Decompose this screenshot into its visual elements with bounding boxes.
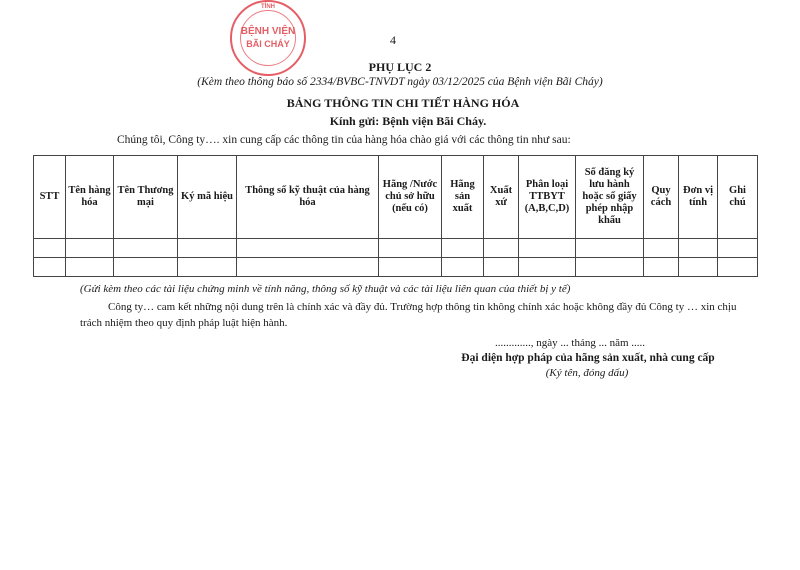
- table-cell: [65, 238, 114, 258]
- table-cell: [717, 257, 758, 277]
- page-number: 4: [390, 33, 396, 47]
- table-cell: [518, 257, 576, 277]
- header-ghi-chu: Ghi chú: [717, 155, 758, 239]
- table-cell: [33, 238, 66, 258]
- table-cell: [236, 257, 379, 277]
- header-ten-thuong-mai: Tên Thương mại: [113, 155, 178, 239]
- table-cell: [643, 257, 679, 277]
- header-stt: STT: [33, 155, 66, 239]
- goods-info-table: STT Tên hàng hóa Tên Thương mại Ký mã hi…: [33, 155, 758, 277]
- header-thong-so: Thông số kỹ thuật của hàng hóa: [236, 155, 379, 239]
- signature-note: (Ký tên, đóng dấu): [545, 367, 629, 379]
- header-hang-san-xuat: Hãng sản xuất: [441, 155, 484, 239]
- header-don-vi-tinh: Đơn vị tính: [678, 155, 718, 239]
- table-cell: [378, 257, 442, 277]
- table-cell: [113, 238, 178, 258]
- stamp-top-text: TỈNH: [261, 4, 275, 10]
- table-cell: [575, 238, 644, 258]
- header-so-dang-ky: Số đăng ký lưu hành hoặc số giấy phép nh…: [575, 155, 644, 239]
- header-ky-ma-hieu: Ký mã hiệu: [177, 155, 237, 239]
- table-cell: [33, 257, 66, 277]
- commitment-line-2: trách nhiệm theo quy định pháp luật hiện…: [80, 317, 288, 329]
- header-xuat-xu: Xuất xứ: [483, 155, 519, 239]
- signature-title: Đại diện hợp pháp của hãng sản xuất, nhà…: [461, 352, 715, 364]
- table-cell: [441, 257, 484, 277]
- table-cell: [378, 238, 442, 258]
- table-title: BẢNG THÔNG TIN CHI TIẾT HÀNG HÓA: [286, 96, 520, 110]
- header-ten-hang-hoa: Tên hàng hóa: [65, 155, 114, 239]
- recipient: Kính gửi: Bệnh viện Bãi Cháy.: [329, 114, 487, 128]
- commitment-line-1: Công ty… cam kết những nội dung trên là …: [108, 301, 737, 313]
- table-cell: [113, 257, 178, 277]
- table-cell: [441, 238, 484, 258]
- table-cell: [483, 257, 519, 277]
- date-line: ............., ngày ... tháng ... năm ..…: [495, 337, 646, 349]
- header-phan-loai: Phân loại TTBYT (A,B,C,D): [518, 155, 576, 239]
- header-quy-cach: Quy cách: [643, 155, 679, 239]
- table-cell: [678, 238, 718, 258]
- header-hang-nuoc-chu-so-huu: Hãng /Nước chủ sở hữu (nếu có): [378, 155, 442, 239]
- table-row: [33, 257, 758, 277]
- table-header-row: STT Tên hàng hóa Tên Thương mại Ký mã hi…: [33, 155, 758, 239]
- attachment-note: (Gửi kèm theo các tài liệu chứng minh về…: [80, 283, 571, 295]
- appendix-title: PHỤ LỤC 2: [368, 60, 432, 74]
- table-cell: [643, 238, 679, 258]
- table-cell: [678, 257, 718, 277]
- table-row: [33, 238, 758, 258]
- table-cell: [575, 257, 644, 277]
- intro-text: Chúng tôi, Công ty…. xin cung cấp các th…: [117, 134, 571, 146]
- table-cell: [177, 238, 237, 258]
- table-cell: [518, 238, 576, 258]
- table-cell: [236, 238, 379, 258]
- table-cell: [65, 257, 114, 277]
- table-cell: [177, 257, 237, 277]
- table-cell: [717, 238, 758, 258]
- subtitle: (Kèm theo thông báo số 2334/BVBC-TNVDT n…: [197, 76, 603, 88]
- stamp-middle-text: BỆNH VIỆN: [240, 26, 296, 37]
- table-cell: [483, 238, 519, 258]
- hospital-stamp: TỈNH BỆNH VIỆN BÃI CHÁY: [230, 0, 306, 76]
- stamp-bottom-text: BÃI CHÁY: [246, 39, 290, 49]
